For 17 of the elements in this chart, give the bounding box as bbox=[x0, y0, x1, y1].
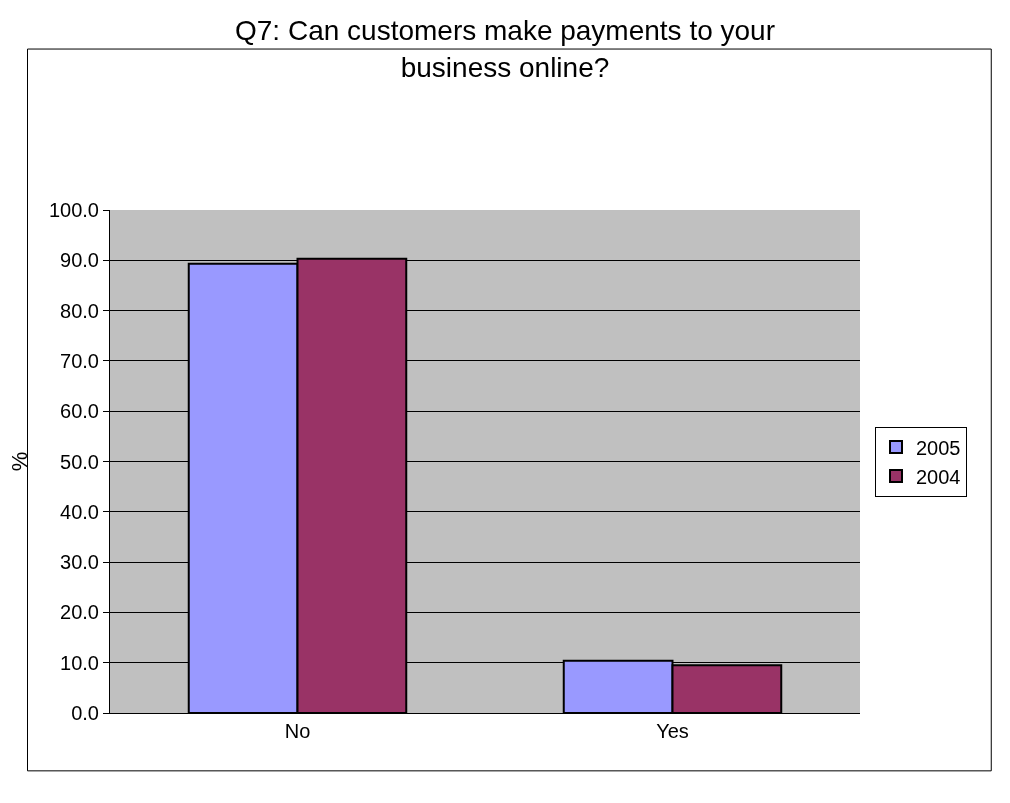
y-tick-label: 10.0 bbox=[60, 651, 99, 674]
chart-title: Q7: Can customers make payments to your business online? bbox=[235, 15, 775, 83]
y-tick-label: 40.0 bbox=[60, 500, 99, 523]
y-axis-title: % bbox=[6, 451, 32, 472]
legend-label: 2005 bbox=[916, 436, 961, 459]
y-tick-label: 60.0 bbox=[60, 400, 99, 423]
y-tick-label: 80.0 bbox=[60, 299, 99, 322]
y-tick-label: 30.0 bbox=[60, 551, 99, 574]
y-tick-label: 70.0 bbox=[60, 349, 99, 372]
x-tick-label: Yes bbox=[656, 720, 689, 742]
legend-label: 2004 bbox=[916, 465, 961, 488]
y-tick-label: 20.0 bbox=[60, 601, 99, 624]
x-tick-label: No bbox=[284, 720, 311, 742]
y-tick-label: 90.0 bbox=[60, 249, 99, 272]
y-tick-label: 0.0 bbox=[71, 702, 99, 724]
y-tick-label: 50.0 bbox=[60, 450, 99, 473]
y-tick-label: 100.0 bbox=[48, 199, 99, 221]
